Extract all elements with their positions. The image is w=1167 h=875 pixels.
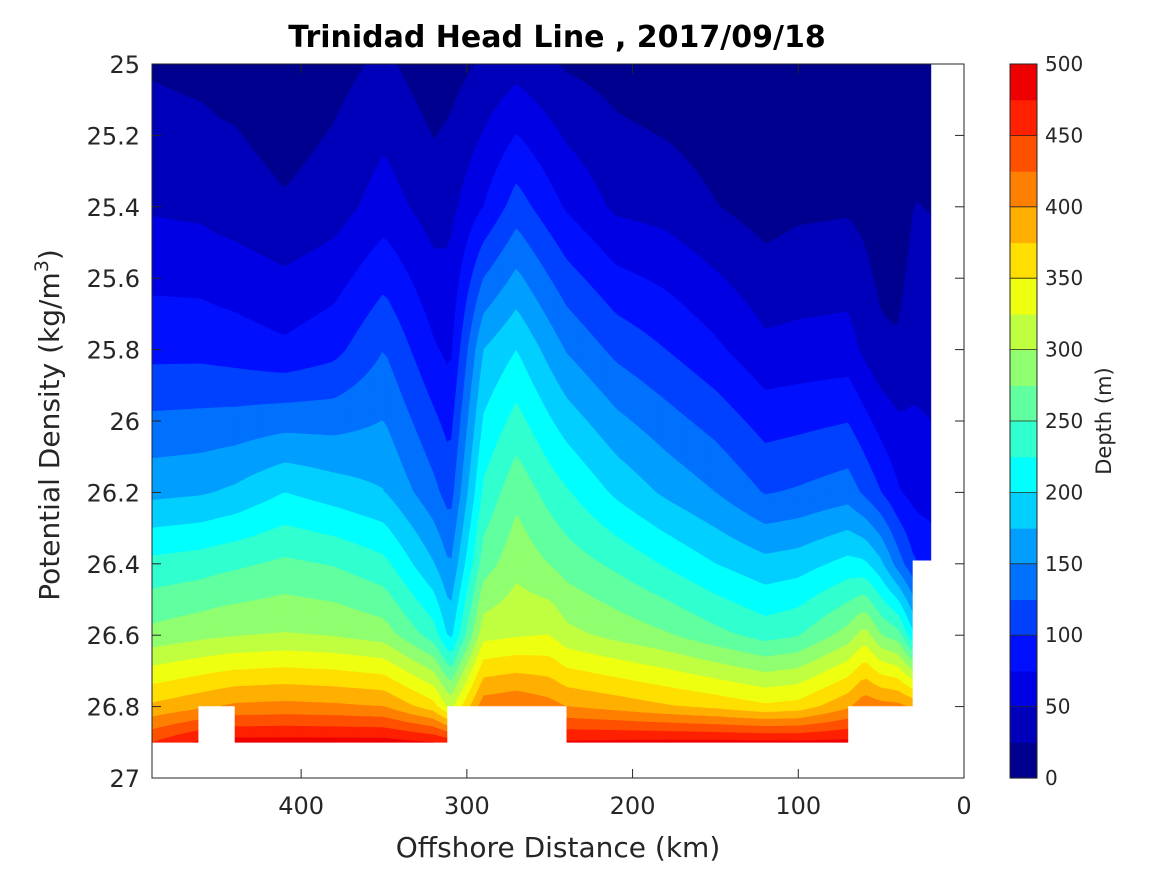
colorbar-swatch — [1010, 385, 1037, 422]
contour-band-50 — [152, 84, 932, 524]
chart-title: Trinidad Head Line , 2017/09/18 — [288, 20, 825, 55]
y-tick-label: 26 — [109, 408, 140, 436]
colorbar-swatch — [1010, 349, 1037, 386]
colorbar-swatch — [1010, 242, 1037, 279]
contour-band-475 — [193, 737, 849, 743]
colorbar-swatch — [1010, 313, 1037, 351]
x-tick-label: 300 — [444, 792, 490, 820]
colorbar-label: Depth (m) — [1092, 367, 1116, 474]
contour-band-275 — [152, 514, 913, 696]
contour-band-150 — [152, 268, 913, 613]
colorbar-swatch — [1010, 456, 1037, 493]
colorbar-swatch — [1010, 742, 1037, 779]
colorbar-tick-label: 0 — [1045, 766, 1058, 790]
colorbar-swatch — [1010, 171, 1037, 208]
colorbar-swatch — [1010, 635, 1037, 672]
contour-band-100 — [152, 183, 917, 578]
colorbar-swatch — [1010, 99, 1037, 136]
y-axis-label-superscript: 3 — [31, 260, 53, 272]
colorbar-tick-label: 50 — [1045, 695, 1070, 719]
colorbar-tick-label: 350 — [1045, 266, 1083, 290]
x-axis-label: Offshore Distance (km) — [396, 831, 721, 864]
x-tick-label: 400 — [278, 792, 324, 820]
colorbar-tick-label: 450 — [1045, 123, 1083, 147]
colorbar-tick-label: 100 — [1045, 623, 1083, 647]
colorbar-swatch — [1010, 64, 1037, 101]
contour-band-250 — [152, 455, 913, 682]
x-tick-label: 0 — [956, 792, 971, 820]
colorbar-swatch — [1010, 706, 1037, 743]
colorbar-swatch — [1010, 206, 1037, 244]
colorbar-swatch — [1010, 421, 1037, 458]
colorbar-swatch — [1010, 135, 1037, 172]
x-tick-label: 100 — [775, 792, 821, 820]
y-axis-label: Potential Density (kg/m3) — [31, 249, 66, 601]
y-axis-label-main: Potential Density (kg/m — [33, 272, 66, 601]
y-tick-label: 25.6 — [87, 265, 140, 293]
plot-area — [151, 63, 965, 779]
colorbar-swatch — [1010, 528, 1037, 565]
colorbar-tick-label: 250 — [1045, 409, 1083, 433]
contour-band-175 — [152, 309, 913, 639]
y-tick-label: 26.4 — [87, 551, 140, 579]
y-tick-label: 25.2 — [87, 122, 140, 150]
contour-band-225 — [152, 402, 913, 668]
colorbar-swatch — [1010, 670, 1037, 708]
y-tick-label: 26.2 — [87, 479, 140, 507]
y-axis-label-end: ) — [33, 249, 66, 260]
colorbar-swatch — [1010, 278, 1037, 315]
y-tick-label: 27 — [109, 765, 140, 793]
colorbar-swatch — [1010, 563, 1037, 601]
colorbar-tick-label: 300 — [1045, 338, 1083, 362]
y-axis: 25 25.2 25.4 25.6 25.8 26 26.2 26.4 26.6 26.8 27 — [87, 51, 964, 793]
colorbar-tick-label: 400 — [1045, 195, 1083, 219]
y-tick-label: 26.6 — [87, 622, 140, 650]
y-tick-label: 25.8 — [87, 337, 140, 365]
y-tick-label: 26.8 — [87, 694, 140, 722]
contour-band-0 — [152, 64, 932, 326]
contour-band-25 — [152, 64, 932, 422]
y-tick-label: 25 — [109, 51, 140, 79]
colorbar-tick-label: 200 — [1045, 480, 1083, 504]
x-tick-label: 200 — [610, 792, 656, 820]
x-axis: 400 300 200 100 0 — [278, 64, 972, 820]
colorbar-swatch — [1010, 492, 1037, 529]
y-tick-label: 25.4 — [87, 194, 140, 222]
colorbar: 0 50 100 150 200 250 300 350 400 450 500 — [1009, 52, 1083, 790]
contour-band-125 — [152, 228, 913, 596]
colorbar-tick-label: 500 — [1045, 52, 1083, 76]
colorbar-tick-label: 150 — [1045, 552, 1083, 576]
colorbar-swatch — [1010, 599, 1037, 636]
contour-fill — [152, 64, 932, 743]
